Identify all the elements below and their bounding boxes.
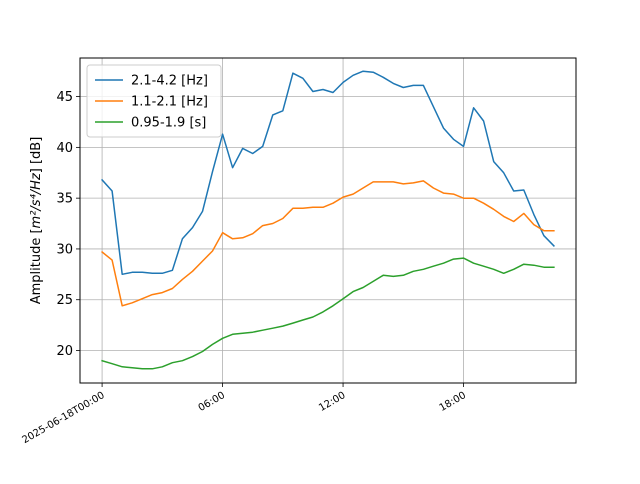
legend-label: 1.1-2.1 [Hz] (131, 95, 208, 110)
y-tick-label: 30 (56, 242, 73, 257)
y-tick-label: 35 (56, 192, 73, 207)
legend: 2.1-4.2 [Hz] 1.1-2.1 [Hz] 0.95-1.9 [s] (86, 64, 222, 138)
legend-label: 0.95-1.9 [s] (131, 116, 206, 131)
series-line-0 (101, 70, 555, 276)
series-lines (101, 70, 555, 370)
series-line-2 (101, 257, 555, 370)
legend-box (86, 64, 222, 138)
y-axis-label-suffix: ] [dB] (29, 137, 44, 174)
y-tick-label: 45 (56, 90, 73, 105)
plot-frame (79, 57, 577, 384)
legend-label: 2.1-4.2 [Hz] (131, 74, 208, 89)
y-axis-label: Amplitude [m²/s⁴/Hz] [dB] (29, 137, 44, 305)
x-tick-label: 06:00 (197, 390, 227, 414)
y-axis-label-units: m²/s⁴/Hz (29, 172, 44, 228)
y-axis-label-prefix: Amplitude [ (29, 228, 44, 304)
y-tick-label: 25 (56, 293, 73, 308)
y-tick-label: 20 (56, 344, 73, 359)
y-tick-label: 40 (56, 141, 73, 156)
x-tick-label: 2025-06-18T00:00 (21, 390, 107, 446)
grid (80, 58, 576, 383)
series-line-1 (101, 180, 555, 307)
x-tick-label: 18:00 (438, 390, 468, 414)
x-tick-label: 12:00 (317, 390, 347, 414)
y-axis-ticks: 20 25 30 35 40 45 (56, 90, 80, 359)
x-axis-ticks: 2025-06-18T00:00 06:00 12:00 18:00 (21, 383, 468, 446)
